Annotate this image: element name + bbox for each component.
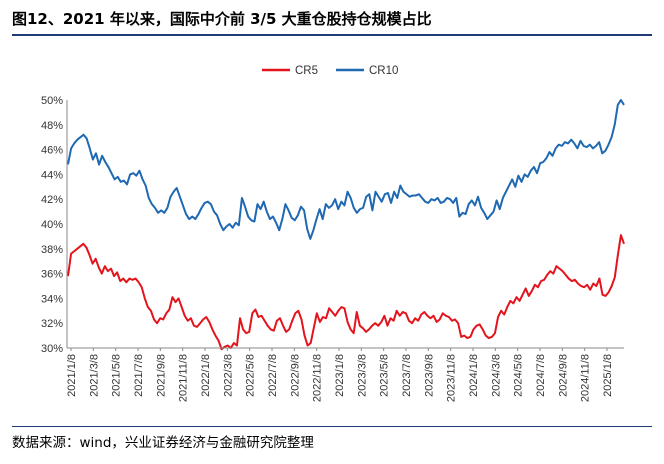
y-tick-label: 50% xyxy=(41,95,63,107)
x-tick-label: 2024/11/8 xyxy=(580,354,592,402)
x-tick-label: 2021/1/8 xyxy=(66,354,78,397)
legend-label-cr10: CR10 xyxy=(369,65,398,77)
y-tick-label: 38% xyxy=(41,244,63,256)
y-tick-label: 46% xyxy=(41,145,63,157)
x-tick-label: 2021/3/8 xyxy=(88,354,100,397)
x-tick-label: 2024/9/8 xyxy=(557,354,569,397)
x-tick-label: 2023/5/8 xyxy=(379,354,391,397)
x-tick-label: 2022/7/8 xyxy=(267,354,279,397)
x-tick-label: 2021/5/8 xyxy=(111,354,123,397)
x-tick-label: 2022/3/8 xyxy=(222,354,234,397)
title-divider xyxy=(12,34,652,36)
x-tick-label: 2022/1/8 xyxy=(200,354,212,397)
legend-label-cr5: CR5 xyxy=(295,65,318,77)
x-tick-label: 2022/11/8 xyxy=(312,354,324,402)
x-tick-label: 2023/7/8 xyxy=(401,354,413,397)
series-line-cr10 xyxy=(67,99,625,240)
y-tick-label: 42% xyxy=(41,194,63,206)
y-tick-label: 40% xyxy=(41,219,63,231)
x-tick-label: 2021/11/8 xyxy=(178,354,190,402)
source-divider xyxy=(12,426,652,427)
y-tick-label: 32% xyxy=(41,318,63,330)
x-tick-label: 2024/1/8 xyxy=(468,354,480,397)
x-tick-label: 2023/9/8 xyxy=(423,354,435,397)
chart-title: 图12、2021 年以来，国际中介前 3/5 大重仓股持仓规模占比 xyxy=(12,10,432,28)
x-tick-label: 2024/3/8 xyxy=(490,354,502,397)
source-note: 数据来源：wind，兴业证券经济与金融研究院整理 xyxy=(12,435,314,451)
y-tick-label: 44% xyxy=(41,169,63,181)
y-tick-label: 36% xyxy=(41,269,63,281)
x-tick-label: 2022/9/8 xyxy=(289,354,301,397)
x-tick-label: 2024/7/8 xyxy=(535,354,547,397)
chart-legend: CR5 CR10 xyxy=(262,65,398,77)
x-tick-label: 2023/1/8 xyxy=(334,354,346,397)
x-tick-label: 2024/5/8 xyxy=(513,354,525,397)
x-tick-label: 2023/3/8 xyxy=(356,354,368,397)
series-line-cr5 xyxy=(67,234,625,351)
y-tick-label: 48% xyxy=(41,120,63,132)
x-tick-label: 2021/9/8 xyxy=(155,354,167,397)
x-tick-label: 2022/5/8 xyxy=(245,354,257,397)
y-tick-label: 30% xyxy=(41,343,63,355)
y-tick-label: 34% xyxy=(41,293,63,305)
x-tick-label: 2021/7/8 xyxy=(133,354,145,397)
x-tick-label: 2023/11/8 xyxy=(446,354,458,402)
x-tick-label: 2025/1/8 xyxy=(602,354,614,397)
